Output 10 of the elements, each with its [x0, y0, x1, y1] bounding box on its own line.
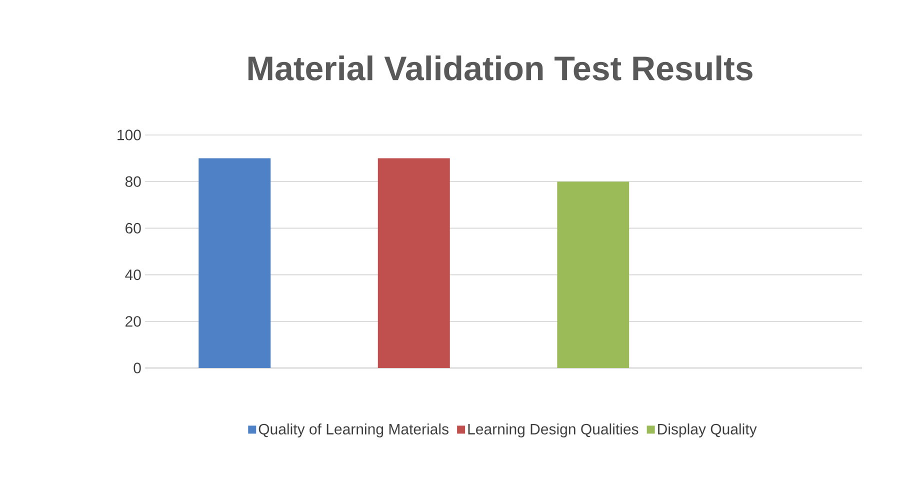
y-tick-label: 100 — [118, 130, 141, 140]
y-tick-label: 0 — [134, 362, 141, 374]
legend-label: Learning Design Qualities — [468, 423, 638, 438]
y-tick-label: 40 — [125, 269, 141, 280]
y-tick-label: 80 — [125, 176, 141, 187]
y-tick-label: 20 — [126, 316, 141, 327]
legend-label: Display Quality — [658, 423, 757, 438]
chart-title: Material Validation Test Results — [248, 56, 752, 80]
y-tick-label: 60 — [126, 222, 141, 234]
legend-label: Quality of Learning Materials — [258, 423, 448, 438]
